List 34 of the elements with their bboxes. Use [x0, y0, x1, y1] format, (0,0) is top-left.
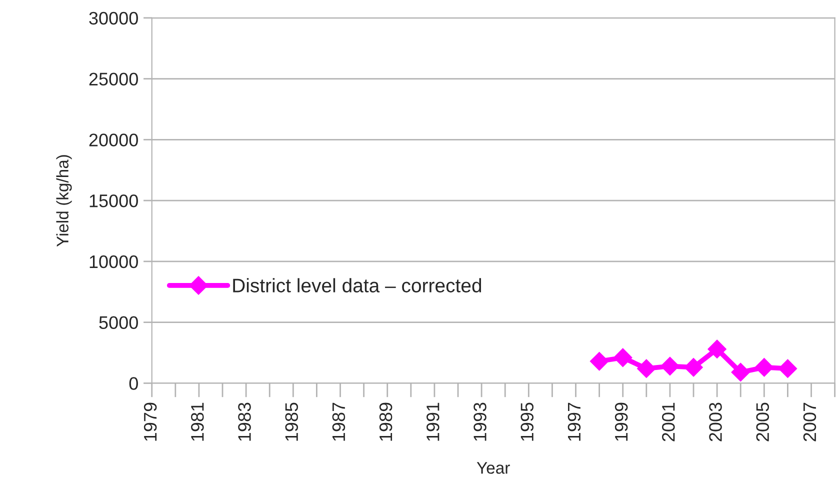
x-tick-label: 2007: [803, 402, 816, 442]
y-tick-label: 30000: [89, 12, 138, 25]
point: [660, 356, 680, 376]
x-tick-label: 1997: [568, 402, 581, 441]
x-tick-label: 1985: [285, 402, 298, 441]
y-tick-label: 0: [129, 377, 138, 390]
point: [590, 352, 609, 371]
point: [754, 358, 774, 377]
x-tick-label: 1993: [474, 402, 486, 441]
y-tick-label: 20000: [89, 134, 138, 146]
point: [708, 340, 726, 358]
x-tick-label: 1979: [144, 402, 157, 441]
x-tick-label: 2003: [709, 402, 722, 442]
x-tick-label: 1981: [191, 402, 204, 441]
y-tick-label: 15000: [90, 194, 138, 208]
point: [731, 362, 750, 382]
point: [637, 359, 656, 378]
x-tick-label: 1989: [379, 402, 392, 441]
y-tick-label: 10000: [90, 255, 138, 268]
y-tick-label: 5000: [99, 316, 138, 330]
x-tick-label: 1999: [614, 402, 628, 441]
x-axis-title: Year: [476, 462, 510, 474]
x-tick-label: 1991: [426, 402, 440, 441]
x-tick-label: 2001: [662, 402, 675, 442]
x-tick-label: 1987: [332, 402, 346, 441]
y-tick-label: 25000: [89, 72, 138, 86]
legend-label: District level data – corrected: [233, 278, 482, 292]
x-tick-label: 2005: [756, 402, 769, 442]
y-axis-title: Yield (kg/ha): [56, 155, 72, 247]
point: [684, 358, 703, 377]
point: [778, 359, 798, 378]
point: [613, 348, 632, 367]
x-tick-label: 1995: [520, 402, 534, 441]
x-tick-label: 1983: [238, 402, 251, 441]
